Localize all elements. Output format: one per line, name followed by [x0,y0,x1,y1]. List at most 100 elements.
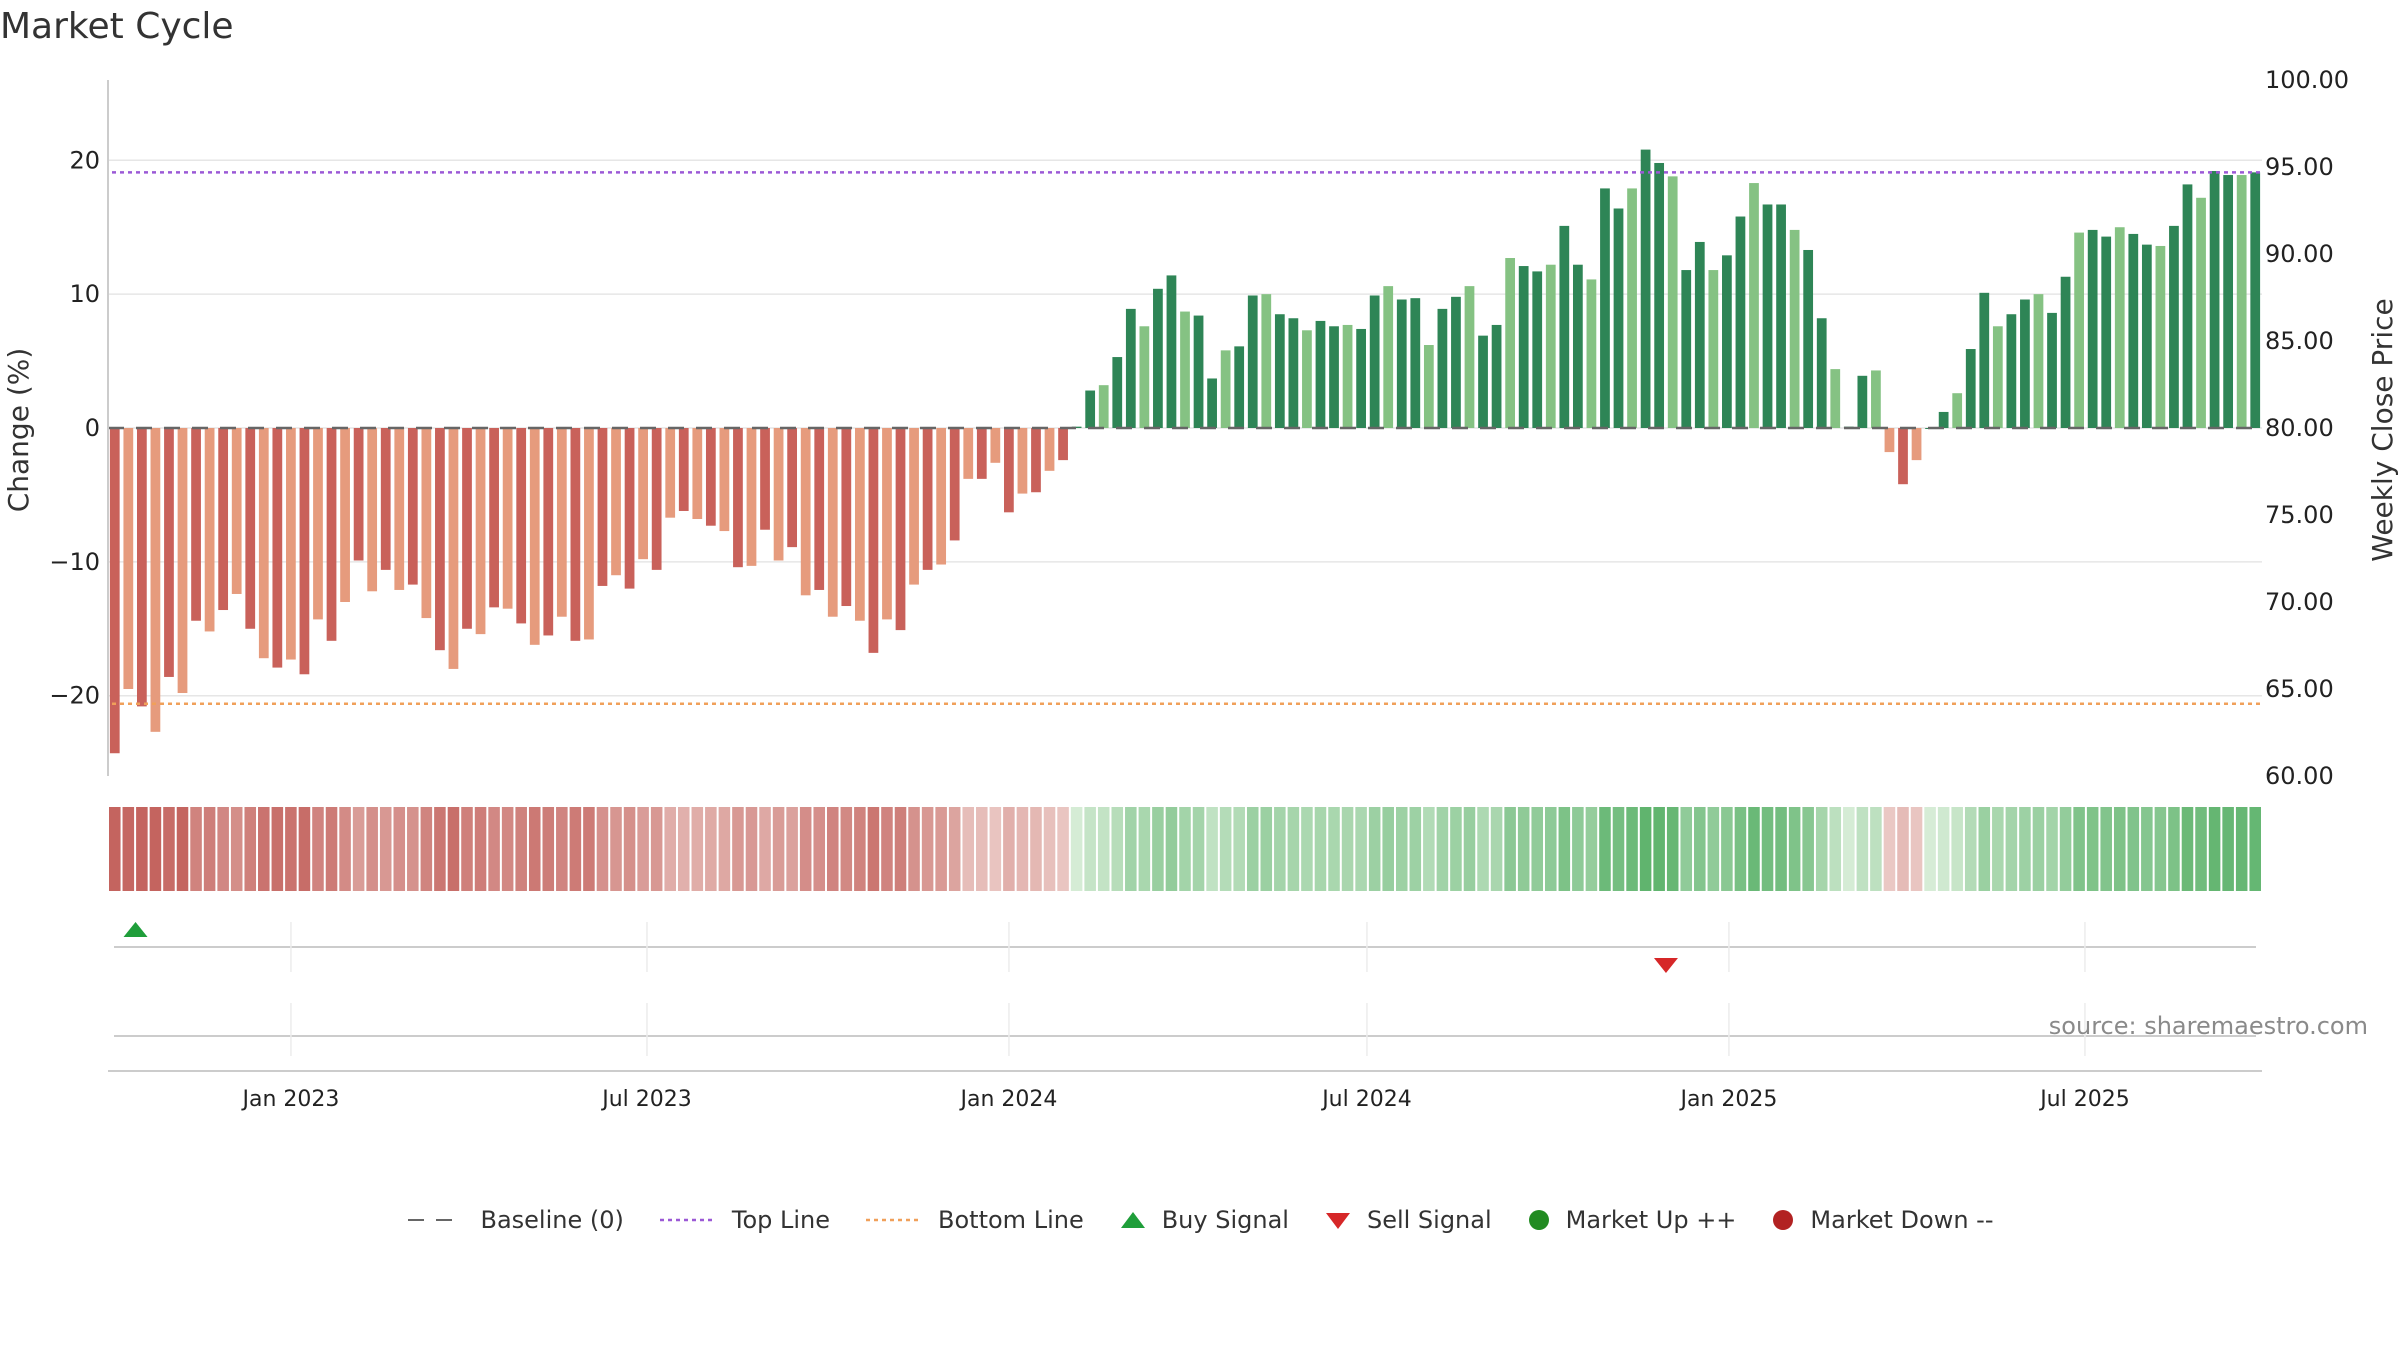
bar[interactable] [1017,428,1028,494]
bar[interactable] [868,428,879,653]
buy-signal-marker[interactable] [123,922,148,937]
bar[interactable] [1898,428,1908,485]
bar[interactable] [1938,411,1949,428]
legend-item-buy[interactable]: Buy Signal [1118,1206,1289,1234]
bar[interactable] [231,428,242,594]
bar[interactable] [1261,294,1272,428]
bar[interactable] [1776,204,1786,428]
bar[interactable] [611,428,621,576]
bar[interactable] [1329,326,1339,428]
bar[interactable] [1654,162,1665,428]
bar[interactable] [2141,244,2152,428]
bar[interactable] [435,428,445,651]
bar[interactable] [1572,264,1583,428]
bar[interactable] [746,428,757,566]
bar[interactable] [543,428,554,636]
bar[interactable] [258,428,269,659]
bar[interactable] [191,428,201,621]
bar[interactable] [963,428,974,479]
bar[interactable] [1559,225,1570,428]
bar[interactable] [1207,378,1217,428]
bar[interactable] [1098,385,1109,428]
bar[interactable] [570,428,581,641]
bar[interactable] [1396,299,1407,428]
bar[interactable] [1762,204,1773,428]
bar[interactable] [1180,311,1190,428]
bar[interactable] [1234,346,1245,428]
bar[interactable] [502,428,513,609]
bar[interactable] [1952,393,1963,428]
bar[interactable] [1803,249,1814,428]
bar[interactable] [1356,328,1366,428]
bar[interactable] [1085,390,1096,428]
bar[interactable] [1992,326,2003,428]
bar[interactable] [1383,286,1394,428]
bar[interactable] [136,428,147,707]
bar[interactable] [245,428,256,629]
bar[interactable] [2020,299,2030,428]
bar[interactable] [1965,349,1976,428]
bar[interactable] [286,428,296,660]
bar[interactable] [462,428,472,629]
bar[interactable] [1518,266,1529,428]
bar[interactable] [475,428,486,635]
bar[interactable] [1315,320,1326,428]
bar[interactable] [800,428,811,596]
bar[interactable] [2128,233,2139,428]
bar[interactable] [719,428,730,532]
bar[interactable] [529,428,540,645]
bar[interactable] [2060,276,2071,428]
bar[interactable] [1830,369,1841,428]
bar[interactable] [1667,176,1678,428]
bar[interactable] [340,428,350,602]
bar[interactable] [516,428,527,624]
bar[interactable] [1342,324,1353,428]
sell-signal-marker[interactable] [1653,958,1678,973]
bar[interactable] [1302,330,1312,428]
bar[interactable] [1410,298,1421,428]
bar[interactable] [922,428,933,570]
bar[interactable] [597,428,608,586]
bar[interactable] [990,428,1001,463]
bar[interactable] [2182,184,2193,428]
bar[interactable] [177,428,188,694]
bar[interactable] [841,428,852,607]
bar[interactable] [164,428,174,677]
bar[interactable] [895,428,906,631]
bar[interactable] [2074,232,2084,428]
bar[interactable] [394,428,405,590]
bar[interactable] [313,428,323,620]
legend-item-market-up[interactable]: Market Up ++ [1526,1206,1736,1234]
bar[interactable] [2155,245,2166,428]
bar[interactable] [1369,295,1380,428]
bar[interactable] [1694,241,1705,428]
bar[interactable] [2250,172,2261,428]
bar[interactable] [665,428,676,518]
bar[interactable] [1044,428,1055,471]
bar[interactable] [272,428,283,668]
bar[interactable] [1600,188,1610,428]
legend-item-sell[interactable]: Sell Signal [1323,1206,1492,1234]
bar[interactable] [651,428,662,570]
legend-item-bottom-line[interactable]: Bottom Line [864,1206,1084,1234]
bar[interactable] [2169,225,2179,428]
bar[interactable] [1423,345,1434,428]
bar[interactable] [407,428,418,585]
bar[interactable] [1911,428,1922,461]
bar[interactable] [123,428,134,689]
bar[interactable] [448,428,459,669]
bar[interactable] [2047,312,2057,428]
bar[interactable] [2223,175,2234,428]
bar[interactable] [1884,428,1895,453]
bar[interactable] [380,428,391,570]
bar[interactable] [1193,315,1204,428]
bar[interactable] [882,428,892,620]
bar[interactable] [1004,428,1014,513]
bar[interactable] [353,428,364,561]
bar[interactable] [1274,314,1285,428]
bar[interactable] [584,428,594,640]
bar[interactable] [1451,296,1461,428]
bar[interactable] [204,428,215,632]
bar[interactable] [1288,318,1299,428]
bar[interactable] [2236,175,2247,428]
